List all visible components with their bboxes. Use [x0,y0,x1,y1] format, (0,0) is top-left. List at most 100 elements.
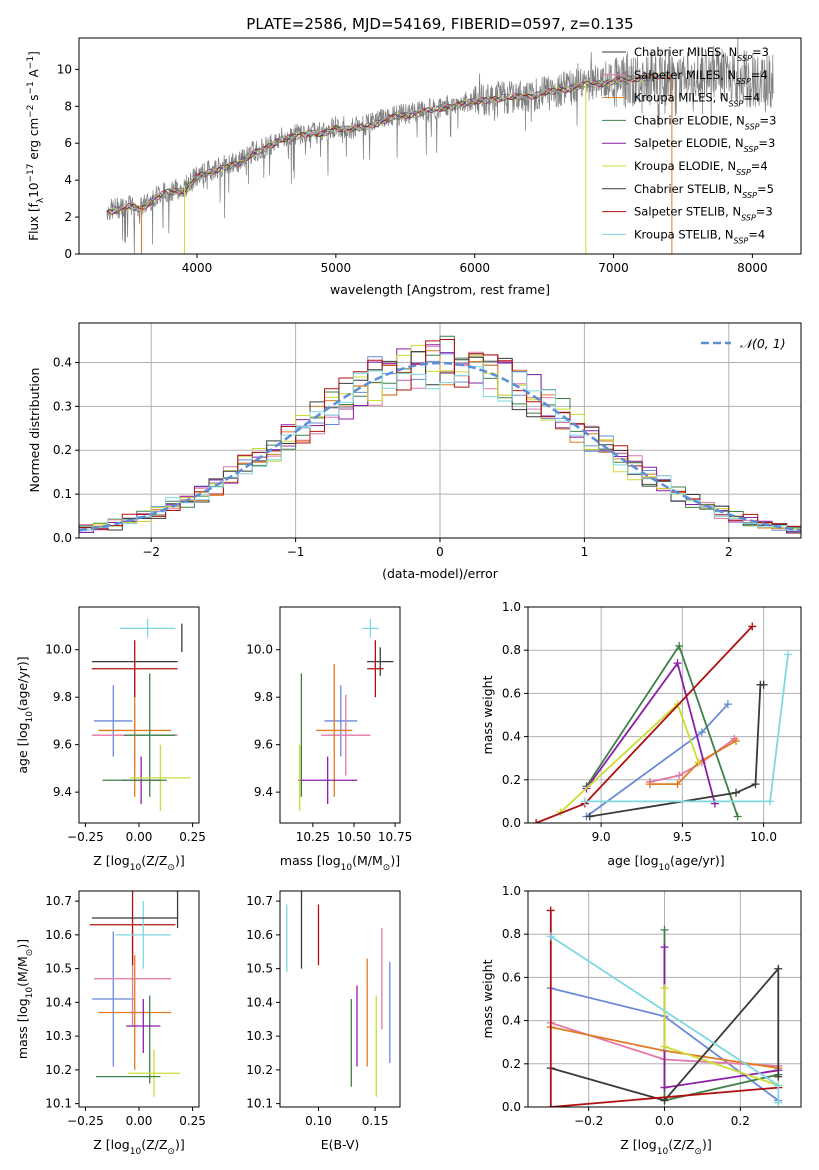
legend-entry: Chabrier STELIB, NSSP=5 [634,182,774,200]
x-axis-label: Z [log10(Z/Z⊙)] [93,853,184,873]
model-spectrum-line [106,72,672,217]
x-tick-label: 2 [725,545,733,559]
y-tick-label: 0.3 [53,399,72,413]
age-vs-mass-panel: 10.25 10.50 10.75 9.4 9.6 9.8 10.0 mass [log10(… [246,606,412,873]
label-part: ⊙ [383,863,391,873]
mass-weight-marker [748,622,757,631]
axes-frame [78,37,802,255]
x-tick-label: 0.25 [179,1114,206,1128]
plot-area [546,906,783,1107]
legend-text: Salpeter ELODIE, N [634,136,744,150]
mass-weight-marker [766,797,775,806]
mass-weight-marker [732,788,740,797]
mass-weight-vs-age-panel: 9.0 9.5 10.0 0.0 0.2 0.4 0.6 0.8 1.0 age [log10(a… [480,600,802,873]
label-part: )] [390,853,400,868]
label-part: ⊙ [25,949,35,957]
legend-suffix: =4 [751,159,768,173]
label-part: (age/yr)] [670,853,725,868]
plot-area [106,38,774,254]
y-tick-label: 8 [64,99,72,113]
model-spectrum-line [106,72,673,213]
mass-weight-line [550,966,780,1102]
y-tick-label: 1.0 [502,600,521,614]
label-part: (Z/Z [141,1137,167,1152]
x-tick-label: 0.25 [179,830,206,844]
label-part: 10 [659,863,671,873]
legend-text: Salpeter MILES, N [634,68,736,82]
legend-suffix: =3 [752,45,769,59]
axes-frame [279,890,401,1108]
normal-distribution-curve [79,361,801,532]
figure-title: PLATE=2586, MJD=54169, FIBERID=0597, z=0… [246,15,633,33]
legend-sub: SSP [729,99,744,108]
label-part: ] [27,51,41,56]
y-tick-label: 0.0 [53,531,72,545]
label-part: (Z/Z [141,853,167,868]
x-tick-label: 6000 [459,261,490,275]
mass-weight-marker [645,780,654,789]
mass-vs-metallicity-panel: −0.25 0.00 0.25 10.1 10.2 10.3 10.4 10.5 10.6 10.… [15,890,206,1157]
y-tick-label: 2 [64,210,72,224]
mass-weight-marker [751,780,760,789]
mass-weight-marker [675,771,684,780]
legend-text: Kroupa STELIB, N [634,227,734,241]
mass-weight-line [549,910,779,1107]
y-tick-label: 0.2 [53,443,72,457]
legend-sub: SSP [745,122,760,131]
mass-weight-marker [774,964,783,973]
mass-weight-marker [694,758,703,767]
legend-text: Chabrier STELIB, N [634,182,742,196]
y-tick-label: 9.4 [254,785,273,799]
mass-weight-vs-metallicity-panel: −0.2 0.0 0.2 0.0 0.2 0.4 0.6 0.8 1.0 Z [log10(Z/Z… [480,884,802,1157]
x-tick-label: 0.00 [126,1114,153,1128]
mass-weight-marker [675,641,684,650]
x-tick-label: 0.2 [731,1114,750,1128]
mass-weight-marker [546,1103,555,1107]
plot-area [286,891,391,1097]
y-tick-label: 0.4 [502,1014,521,1028]
mass-weight-line [585,643,739,817]
axes-frame [527,606,802,824]
legend-suffix: =4 [748,227,765,241]
x-axis-label: Z [log10(Z/Z⊙)] [620,1137,711,1157]
y-tick-label: 9.8 [254,690,273,704]
label-part: E(B-V) [321,1137,360,1152]
x-tick-label: 0.10 [305,1114,332,1128]
label-part: Flux [f [27,202,41,240]
y-axis-label: Flux [fλ10−17 erg cm−2 s−1 A−1] [26,51,46,241]
label-part: Z [log [93,853,129,868]
model-spectrum-line [106,72,673,217]
y-tick-label: 0.6 [502,970,521,984]
legend-entry: Kroupa STELIB, NSSP=4 [634,227,765,245]
y-tick-label: 10 [57,62,72,76]
y-tick-label: 10.3 [246,1029,273,1043]
mass-weight-marker [660,1042,669,1051]
legend-sub: SSP [736,76,751,85]
x-axis-label: E(B-V) [321,1137,360,1152]
label-part: mass [log [280,853,341,868]
x-axis-label: wavelength [Angstrom, rest frame] [330,282,550,297]
y-tick-label: 10.2 [246,1063,273,1077]
observed-spectrum-line [106,38,774,254]
label-part: 10 [341,863,353,873]
y-axis-label: age [log10(age/yr)] [15,656,35,773]
mass-weight-marker [660,925,669,934]
label-part: −1 [26,56,36,69]
mass-weight-marker [660,1083,669,1092]
y-axis-label: mass weight [480,959,495,1038]
label-part: ⊙ [694,1147,702,1157]
mass-weight-line [649,740,737,785]
label-part: )] [702,1137,712,1152]
y-tick-label: 10.5 [246,962,273,976]
label-part: s [27,95,41,105]
y-tick-label: 0.2 [502,773,521,787]
legend-text: Chabrier MILES, N [634,45,737,59]
label-part: −17 [26,164,36,183]
y-tick-label: 10.7 [45,894,72,908]
legend-suffix: =3 [756,205,773,219]
legend-entry: Salpeter MILES, NSSP=4 [634,68,768,86]
y-tick-label: 0 [64,247,72,261]
mass-weight-marker [532,819,541,823]
label-part: (M/M [352,853,383,868]
plot-area [91,618,191,812]
